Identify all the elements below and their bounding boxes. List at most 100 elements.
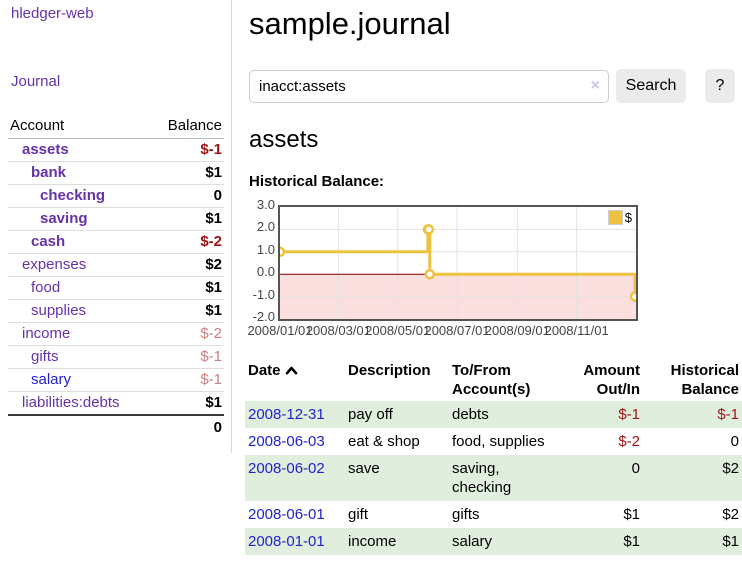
transaction-date-link[interactable]: 2008-06-02 [248,460,325,477]
account-link-income[interactable]: income [22,325,71,342]
x-axis-tick-label: 2008/07/01 [424,323,490,338]
sort-asc-icon [285,366,297,375]
transaction-date-link[interactable]: 2008-12-31 [248,406,325,423]
transaction-accounts: salary [452,533,493,550]
transaction-accounts: saving, checking [452,460,512,496]
transaction-balance: $1 [722,533,739,550]
account-row: saving $1 [8,207,224,231]
nav: Journal [11,73,231,90]
main-content: sample.journal × Search ? assets Histori… [232,0,742,555]
account-balance: $-1 [150,345,224,369]
account-row: liabilities:debts $1 [8,391,224,416]
y-axis-tick-label: 2.0 [256,219,275,235]
transaction-description: pay off [348,406,393,423]
account-link-assets[interactable]: assets [22,141,69,158]
account-balance: 0 [150,184,224,208]
account-row: checking 0 [8,184,224,208]
register-row: 2008-06-03 eat & shop food, supplies $-2… [245,428,742,455]
chart: $ 3.0 2.0 1.0 0.0 -1.0 -2.0 2008/01/01 2008/03/… [247,197,729,343]
x-axis-tick-label: 2008/09/01 [484,323,550,338]
account-link-supplies[interactable]: supplies [31,302,87,319]
accounts-header-row: Account Balance [8,114,224,139]
account-row: bank $1 [8,161,224,185]
account-link-liabilities-debts[interactable]: liabilities:debts [22,394,120,411]
transaction-amount: 0 [631,460,640,477]
account-balance: $1 [150,391,224,416]
account-link-salary[interactable]: salary [31,371,72,388]
transaction-accounts: debts [452,406,489,423]
account-link-bank[interactable]: bank [31,164,67,181]
transaction-balance: $-1 [717,406,739,423]
register-header-row: Date Description To/From Account(s) Amou… [245,359,742,401]
accounts-total-balance: 0 [150,414,224,439]
account-balance: $1 [150,161,224,185]
transaction-balance: $2 [722,460,739,477]
x-axis-tick-label: 2008/01/01 [247,323,313,338]
search-clear-icon[interactable]: × [590,76,600,94]
legend-label: $ [624,210,632,225]
help-button[interactable]: ? [705,69,735,103]
account-balance: $-2 [150,322,224,346]
account-balance: $2 [150,253,224,277]
chart-plot: $ [278,205,638,321]
account-balance: $-2 [150,230,224,254]
sidebar-item-journal[interactable]: Journal [11,73,61,90]
account-link-expenses[interactable]: expenses [22,256,87,273]
x-axis-tick-label: 2008/03/01 [305,323,371,338]
register-row: 2008-06-02 save saving, checking 0 $2 [245,455,742,501]
account-row: supplies $1 [8,299,224,323]
account-page-title: assets [249,126,319,153]
brand-link[interactable]: hledger-web [11,5,94,22]
search-button[interactable]: Search [616,69,686,103]
page-title: sample.journal [249,6,451,41]
transaction-balance: 0 [730,433,739,450]
search-form: × Search ? [249,69,742,103]
sidebar: hledger-web Journal Account Balance asse… [0,0,232,453]
register-table: Date Description To/From Account(s) Amou… [245,359,742,555]
account-row: food $1 [8,276,224,300]
account-link-food[interactable]: food [31,279,61,296]
account-balance: $1 [150,299,224,323]
register-row: 2008-12-31 pay off debts $-1 $-1 [245,401,742,428]
x-axis-tick-label: 2008/11/01 [544,323,609,338]
page: hledger-web Journal Account Balance asse… [0,0,742,555]
register-col-accounts: To/From Account(s) [452,362,531,398]
transaction-amount: $-1 [618,406,640,423]
transaction-description: eat & shop [348,433,420,450]
transaction-accounts: gifts [452,506,480,523]
transaction-description: income [348,533,397,550]
y-axis-tick-label: 0.0 [256,264,275,280]
account-row: gifts $-1 [8,345,224,369]
register-col-description: Description [348,362,431,379]
register-col-date[interactable]: Date [245,359,345,401]
y-axis-tick-label: -1.0 [252,286,275,302]
chart-legend: $ [606,210,633,225]
transaction-amount: $1 [623,506,640,523]
search-input[interactable] [249,69,609,103]
account-balance: $1 [150,276,224,300]
account-link-cash[interactable]: cash [31,233,66,250]
account-link-saving[interactable]: saving [40,210,88,227]
account-row: cash $-2 [8,230,224,254]
accounts-col-account: Account [8,114,151,139]
register-row: 2008-06-01 gift gifts $1 $2 [245,501,742,528]
account-balance: $-1 [150,138,224,162]
account-link-gifts[interactable]: gifts [31,348,59,365]
accounts-col-balance: Balance [150,114,224,139]
account-link-checking[interactable]: checking [40,187,106,204]
transaction-balance: $2 [722,506,739,523]
transaction-accounts: food, supplies [452,433,545,450]
transaction-date-link[interactable]: 2008-01-01 [248,533,325,550]
y-axis-tick-label: 1.0 [256,241,275,257]
transaction-description: save [348,460,380,477]
account-balance: $1 [150,207,224,231]
account-row: salary $-1 [8,368,224,392]
y-axis-tick-label: 3.0 [256,197,275,212]
transaction-date-link[interactable]: 2008-06-03 [248,433,325,450]
x-axis-tick-label: 2008/05/01 [365,323,431,338]
brand: hledger-web [11,5,231,22]
y-axis-tick-label: -2.0 [252,309,275,324]
transaction-date-link[interactable]: 2008-06-01 [248,506,325,523]
account-row: income $-2 [8,322,224,346]
account-row: expenses $2 [8,253,224,277]
